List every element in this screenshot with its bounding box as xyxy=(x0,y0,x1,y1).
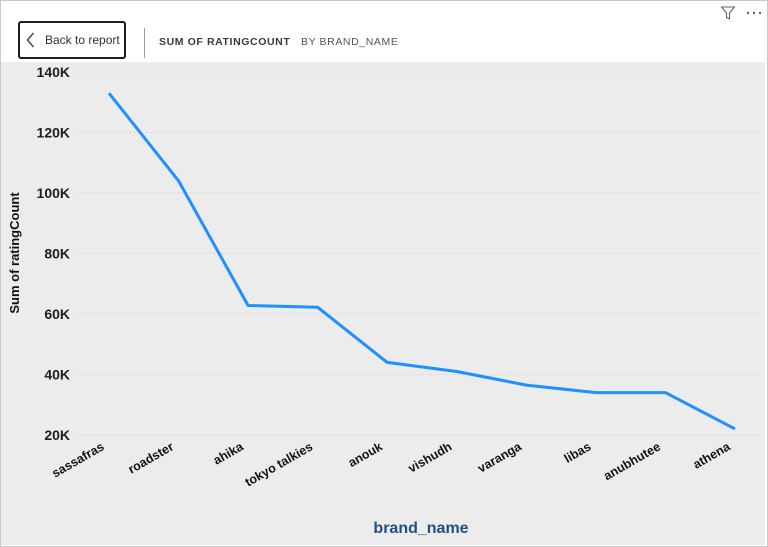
x-tick-label: roadster xyxy=(126,439,176,476)
back-to-report-label: Back to report xyxy=(45,33,120,47)
data-point[interactable] xyxy=(242,300,254,312)
y-tick-label: 120K xyxy=(37,125,70,141)
visual-header-icons xyxy=(720,4,762,22)
x-tick-label: ahika xyxy=(211,439,247,468)
series-line[interactable] xyxy=(107,92,736,431)
data-point[interactable] xyxy=(729,423,741,435)
x-tick-label: tokyo talkies xyxy=(243,439,316,489)
x-tick-label: libas xyxy=(562,439,594,465)
y-tick-label: 60K xyxy=(44,306,70,322)
data-point[interactable] xyxy=(312,301,324,313)
data-point[interactable] xyxy=(520,379,532,391)
x-tick-label: sassafras xyxy=(50,439,107,480)
x-tick-label: varanga xyxy=(475,439,524,476)
x-tick-label: athena xyxy=(691,439,734,472)
x-tick-label: anubhutee xyxy=(601,439,663,483)
data-point[interactable] xyxy=(590,387,602,399)
series-lines xyxy=(103,87,741,435)
more-options-icon[interactable] xyxy=(746,10,762,16)
data-point[interactable] xyxy=(103,87,115,99)
data-point[interactable] xyxy=(173,175,185,187)
visual-title-measure: SUM OF RATINGCOUNT xyxy=(159,36,291,48)
chevron-left-icon xyxy=(26,32,35,48)
back-to-report-button[interactable]: Back to report xyxy=(18,21,126,59)
data-point[interactable] xyxy=(381,356,393,368)
x-axis-title: brand_name xyxy=(373,520,468,537)
plot-area xyxy=(1,62,765,545)
y-tick-label: 40K xyxy=(44,367,70,383)
filter-icon[interactable] xyxy=(720,5,736,21)
y-tick-label: 100K xyxy=(37,185,70,201)
y-tick-label: 80K xyxy=(44,246,70,262)
gridlines xyxy=(78,71,760,436)
y-tick-label: 140K xyxy=(37,64,70,80)
data-point[interactable] xyxy=(451,365,463,377)
header-divider xyxy=(144,28,145,58)
y-axis-title: Sum of ratingCount xyxy=(7,192,22,314)
data-point[interactable] xyxy=(659,387,671,399)
visual-title-by: BY BRAND_NAME xyxy=(301,36,399,48)
y-tick-label: 20K xyxy=(44,427,70,443)
x-tick-label: anouk xyxy=(346,439,385,470)
x-tick-label: vishudh xyxy=(406,439,455,475)
y-axis-ticks: 20K 40K 60K 80K 100K 120K 140K xyxy=(37,64,70,443)
